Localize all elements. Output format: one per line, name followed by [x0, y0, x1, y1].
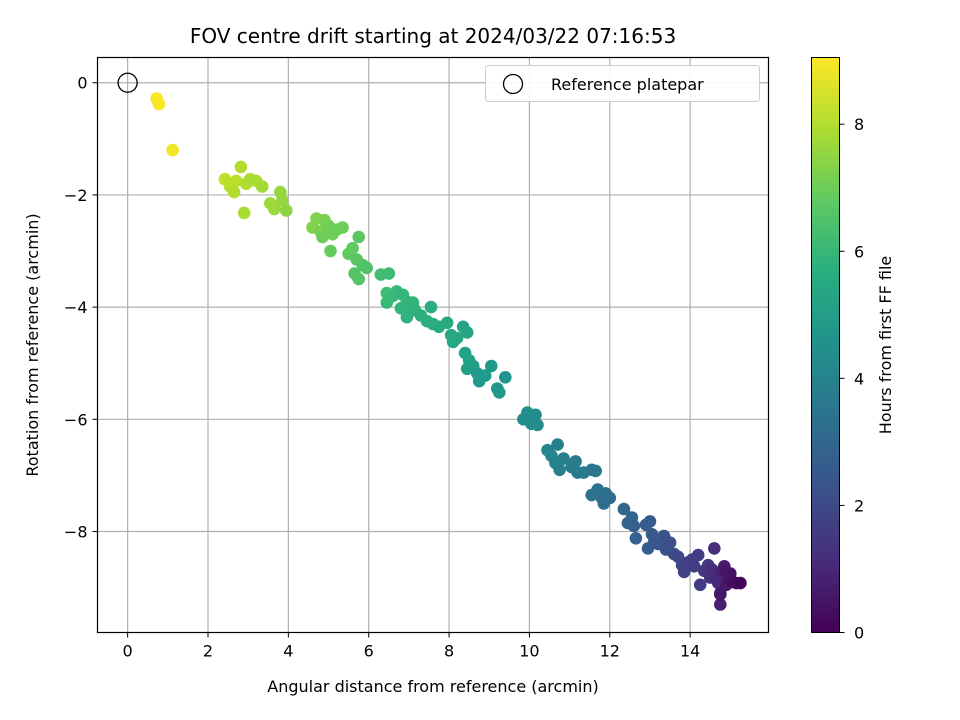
- scatter-point: [569, 455, 582, 468]
- scatter-point: [382, 267, 396, 280]
- y-tick-label: −8: [64, 523, 88, 542]
- scatter-point: [691, 548, 705, 562]
- scatter-point: [720, 565, 733, 579]
- x-tick-label: 10: [519, 642, 539, 661]
- scatter-point: [641, 542, 655, 555]
- colorbar-label: Hours from first FF file: [876, 256, 895, 435]
- legend: Reference platepar: [485, 65, 760, 102]
- reference-platepar-marker: [117, 72, 138, 93]
- colorbar-tick-label: 6: [854, 242, 864, 261]
- scatter-point: [152, 97, 166, 111]
- scatter-point: [360, 261, 374, 275]
- scatter-point: [734, 576, 747, 590]
- scatter-point: [166, 143, 179, 157]
- y-tick-label: −4: [64, 298, 88, 317]
- scatter-point: [499, 371, 512, 384]
- scatter-point: [677, 565, 691, 579]
- legend-box: [485, 65, 760, 102]
- chart-title: FOV centre drift starting at 2024/03/22 …: [190, 24, 676, 48]
- scatter-point: [603, 491, 617, 505]
- scatter-point: [424, 300, 438, 314]
- y-tick-label: −6: [64, 410, 88, 429]
- scatter-point: [316, 230, 329, 244]
- x-tick-label: 8: [444, 642, 454, 661]
- scatter-point: [553, 463, 566, 477]
- scatter-point: [557, 452, 570, 465]
- scatter-point: [478, 369, 492, 382]
- legend-entry-label: Reference platepar: [551, 75, 704, 94]
- scatter-point: [346, 241, 359, 255]
- scatter-point: [227, 185, 241, 199]
- x-axis-ticks: 0 2 4 6 8 10 12 14: [123, 632, 700, 661]
- scatter-point: [627, 519, 641, 533]
- scatter-point: [324, 244, 337, 258]
- scatter-point: [237, 206, 251, 220]
- scatter-point: [493, 386, 506, 399]
- scatter-point: [352, 272, 366, 286]
- colorbar-tick-label: 0: [854, 624, 864, 643]
- scatter-point: [551, 438, 564, 451]
- scatter-point: [380, 296, 394, 309]
- y-tick-label: 0: [77, 74, 87, 93]
- x-tick-label: 0: [123, 642, 133, 661]
- scatter-point: [400, 310, 414, 324]
- scatter-point: [446, 335, 460, 349]
- colorbar-tick-label: 8: [854, 115, 864, 134]
- y-axis-label: Rotation from reference (arcmin): [23, 213, 42, 476]
- colorbar-tick-label: 4: [854, 369, 864, 388]
- x-tick-label: 4: [283, 642, 293, 661]
- scatter-point: [643, 515, 657, 528]
- x-tick-label: 14: [680, 642, 700, 661]
- scatter-point: [255, 180, 269, 193]
- legend-marker-icon: [502, 73, 524, 95]
- plot-frame: [96, 56, 770, 634]
- scatter-point: [352, 230, 366, 244]
- y-tick-label: −2: [64, 186, 88, 205]
- scatter-point: [234, 160, 248, 174]
- x-tick-label: 12: [600, 642, 620, 661]
- scatter-point: [617, 502, 631, 516]
- y-axis-ticks: 0 −2 −4 −6 −8: [64, 74, 98, 542]
- scatter-point: [714, 588, 727, 601]
- scatter-point: [460, 362, 474, 376]
- scatter-point: [714, 598, 727, 611]
- scatter-point: [280, 204, 293, 217]
- x-axis-label: Angular distance from reference (arcmin): [267, 677, 598, 696]
- scatter-point: [525, 417, 538, 431]
- scatter-point: [336, 221, 349, 234]
- scatter-point: [460, 326, 474, 339]
- colorbar-tick-label: 2: [854, 496, 864, 515]
- colorbar-ticks: 0 2 4 6 8: [839, 115, 864, 643]
- x-tick-label: 6: [364, 642, 374, 661]
- scatter-point: [629, 532, 643, 545]
- scatter-point: [708, 542, 721, 555]
- x-tick-label: 2: [203, 642, 213, 661]
- scatter-point: [268, 202, 281, 216]
- scatter-point: [687, 560, 701, 573]
- scatter-point: [485, 359, 498, 373]
- scatter-point: [276, 194, 289, 207]
- colorbar: [811, 57, 840, 633]
- scatter-point: [693, 578, 707, 592]
- scatter-point: [663, 536, 677, 549]
- scatter-point: [229, 174, 243, 188]
- data-points: [150, 92, 747, 611]
- reference-marker-group: [117, 72, 138, 93]
- scatter-point: [440, 316, 454, 330]
- scatter-point: [589, 464, 602, 478]
